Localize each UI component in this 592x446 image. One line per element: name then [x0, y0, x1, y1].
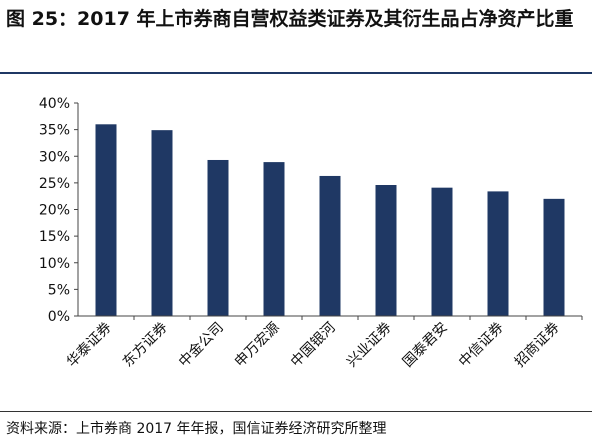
- bars: [95, 124, 565, 316]
- y-axis: 0% 5% 10% 15% 20% 25% 30% 35% 40%: [39, 96, 79, 325]
- x-tick-label: 中信证券: [456, 320, 507, 371]
- bar: [543, 198, 565, 316]
- bar: [263, 162, 285, 316]
- x-tick-label: 申万宏源: [232, 320, 283, 371]
- bar: [95, 124, 117, 316]
- x-tick-label: 东方证券: [120, 320, 171, 371]
- y-tick-label: 5%: [48, 282, 70, 298]
- bar: [151, 130, 173, 316]
- x-tick-label: 国泰君安: [400, 320, 451, 371]
- bar: [431, 187, 453, 316]
- x-tick-label: 中国银河: [288, 320, 339, 371]
- x-tick-label: 招商证券: [512, 320, 563, 371]
- x-tick-label: 华泰证券: [64, 320, 115, 371]
- y-tick-label: 15%: [39, 229, 70, 245]
- chart-title: 图 25：2017 年上市券商自营权益类证券及其衍生品占净资产比重: [6, 8, 574, 30]
- x-tick-label: 兴业证券: [344, 320, 395, 371]
- y-tick-label: 0%: [48, 309, 70, 325]
- y-tick-label: 10%: [39, 256, 70, 272]
- bar: [487, 191, 509, 316]
- x-axis: 华泰证券 东方证券 中金公司 申万宏源 中国银河 兴业证券 国泰君安 中信证券 招商证券: [64, 315, 583, 371]
- bar: [319, 175, 341, 316]
- x-tick-label: 中金公司: [176, 320, 227, 371]
- source-divider: [0, 411, 592, 412]
- y-tick-label: 30%: [39, 149, 70, 165]
- bar: [207, 159, 229, 316]
- bar-chart: 0% 5% 10% 15% 20% 25% 30% 35% 40% 华泰证券 东方证券 中金公司 申万…: [39, 96, 583, 371]
- y-tick-label: 35%: [39, 123, 70, 139]
- y-tick-label: 20%: [39, 203, 70, 219]
- y-tick-label: 40%: [39, 96, 70, 112]
- y-tick-label: 25%: [39, 176, 70, 192]
- bar: [375, 185, 397, 316]
- source-note: 资料来源：上市券商 2017 年年报，国信证券经济研究所整理: [6, 421, 387, 437]
- title-divider: [0, 72, 592, 74]
